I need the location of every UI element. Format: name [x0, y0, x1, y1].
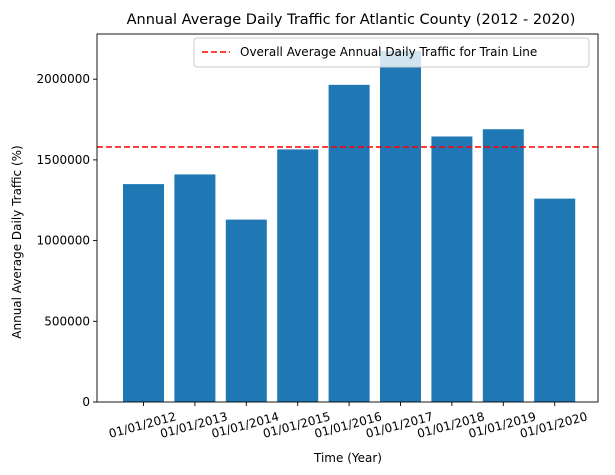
y-tick-label: 2000000	[37, 72, 90, 86]
y-tick-label: 1500000	[37, 153, 90, 167]
bar	[225, 219, 267, 402]
x-axis-label: Time (Year)	[313, 451, 382, 465]
bar	[380, 50, 421, 403]
bar	[482, 129, 524, 402]
y-tick-label: 1000000	[37, 234, 90, 248]
plot-area: 050000010000001500000200000001/01/201201…	[37, 33, 599, 441]
bar	[174, 174, 216, 402]
legend: Overall Average Annual Daily Traffic for…	[193, 37, 590, 68]
bar	[328, 84, 370, 402]
axes-frame	[96, 33, 599, 403]
chart-title: Annual Average Daily Traffic for Atlanti…	[127, 12, 576, 28]
legend-label: Overall Average Annual Daily Traffic for…	[240, 45, 537, 59]
y-tick-label: 500000	[44, 314, 90, 328]
y-tick-label: 0	[82, 395, 90, 409]
legend-box	[193, 37, 590, 68]
bar	[123, 184, 164, 402]
y-axis-label: Annual Average Daily Traffic (%)	[10, 145, 24, 338]
bar	[534, 198, 576, 402]
bar	[277, 149, 319, 402]
bar	[431, 136, 473, 403]
